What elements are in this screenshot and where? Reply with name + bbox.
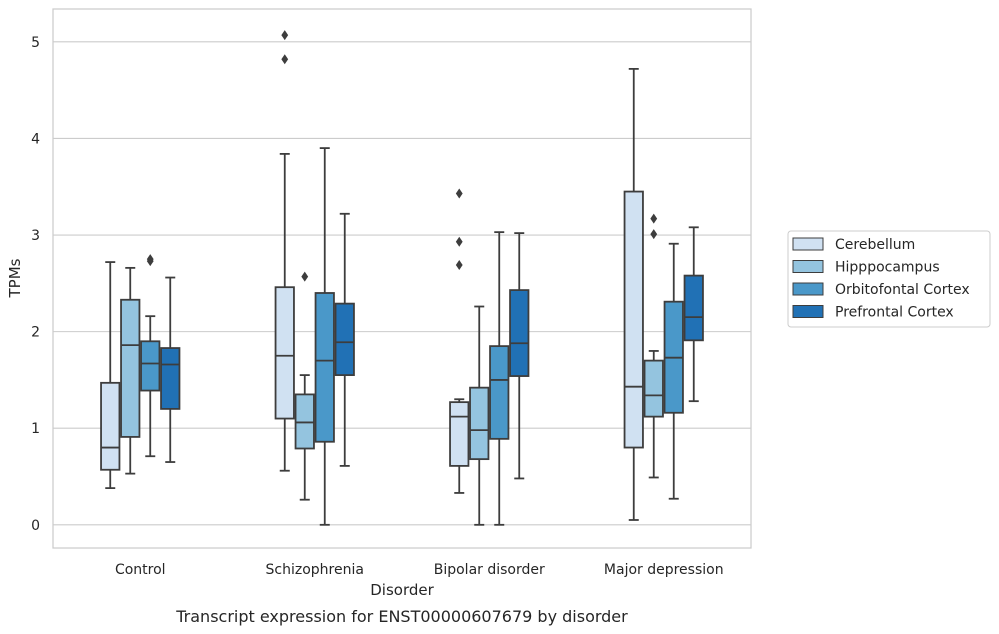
x-axis-label: Disorder — [370, 581, 434, 599]
legend-swatch — [792, 305, 824, 318]
x-tick-label: Schizophrenia — [266, 562, 364, 578]
box-3-2 — [509, 232, 530, 480]
y-tick-label: 3 — [31, 228, 40, 244]
legend-label: Hipppocampus — [835, 260, 940, 276]
legend-label: Orbitofontal Cortex — [835, 282, 970, 298]
box-1-0 — [120, 266, 141, 475]
legend-label: Cerebellum — [835, 237, 915, 253]
plot-area — [53, 9, 751, 548]
box-iqr — [274, 286, 295, 420]
box-iqr — [489, 345, 510, 440]
outlier-point — [281, 54, 289, 65]
x-tick-labels: Control Schizophrenia Bipolar disorder Majo… — [115, 562, 724, 578]
outlier-point — [455, 188, 463, 199]
y-tick-label: 1 — [31, 421, 40, 437]
chart-title: Transcript expression for ENST0000060767… — [175, 607, 628, 626]
y-axis-label: TPMs — [6, 258, 24, 298]
box-iqr — [100, 381, 121, 471]
box-3-1 — [334, 212, 355, 467]
y-tick-label: 4 — [31, 131, 40, 147]
box-2-2 — [489, 231, 510, 526]
legend-swatch — [792, 237, 824, 251]
outlier-point — [650, 229, 658, 240]
box-iqr — [294, 393, 315, 450]
y-tick-labels: 0 1 2 3 4 5 — [31, 35, 40, 534]
legend-swatch — [792, 260, 824, 273]
outlier-point — [146, 254, 154, 265]
box-0-0 — [100, 261, 121, 490]
outlier-point — [301, 271, 309, 282]
box-iqr — [469, 386, 490, 461]
box-1-2 — [469, 305, 490, 526]
box-iqr — [509, 289, 530, 377]
gridlines — [53, 41, 751, 526]
y-tick-label: 5 — [31, 35, 40, 51]
plot-frame — [52, 8, 752, 549]
box-iqr — [120, 298, 141, 438]
box-iqr — [449, 401, 470, 467]
legend-swatch — [792, 282, 824, 296]
box-1-1 — [294, 271, 315, 501]
legend-frame — [787, 230, 991, 328]
x-tick-label: Major depression — [604, 562, 724, 578]
outlier-point — [281, 30, 289, 41]
box-0-2 — [449, 188, 470, 494]
box-series — [100, 30, 704, 526]
y-tick-label: 2 — [31, 325, 40, 341]
box-2-1 — [314, 147, 335, 526]
box-0-1 — [274, 30, 295, 472]
box-iqr — [623, 190, 644, 449]
legend-label: Prefrontal Cortex — [835, 305, 954, 321]
box-iqr — [140, 340, 161, 392]
box-iqr — [334, 302, 355, 376]
outlier-point — [455, 259, 463, 270]
legend: Cerebellum Hipppocampus Orbitofontal Corte… — [787, 230, 991, 328]
outlier-point — [455, 236, 463, 247]
box-iqr — [683, 274, 704, 342]
box-iqr — [160, 347, 181, 410]
box-2-0 — [140, 254, 161, 458]
box-iqr — [643, 359, 664, 418]
y-tick-label: 0 — [31, 518, 40, 534]
x-tick-label: Bipolar disorder — [434, 562, 545, 578]
box-3-0 — [160, 276, 181, 463]
box-3-3 — [683, 226, 704, 403]
box-0-3 — [623, 67, 644, 521]
x-tick-label: Control — [115, 562, 166, 578]
box-iqr — [314, 292, 335, 443]
outlier-point — [650, 213, 658, 224]
box-1-3 — [643, 213, 664, 479]
box-2-3 — [663, 242, 684, 500]
